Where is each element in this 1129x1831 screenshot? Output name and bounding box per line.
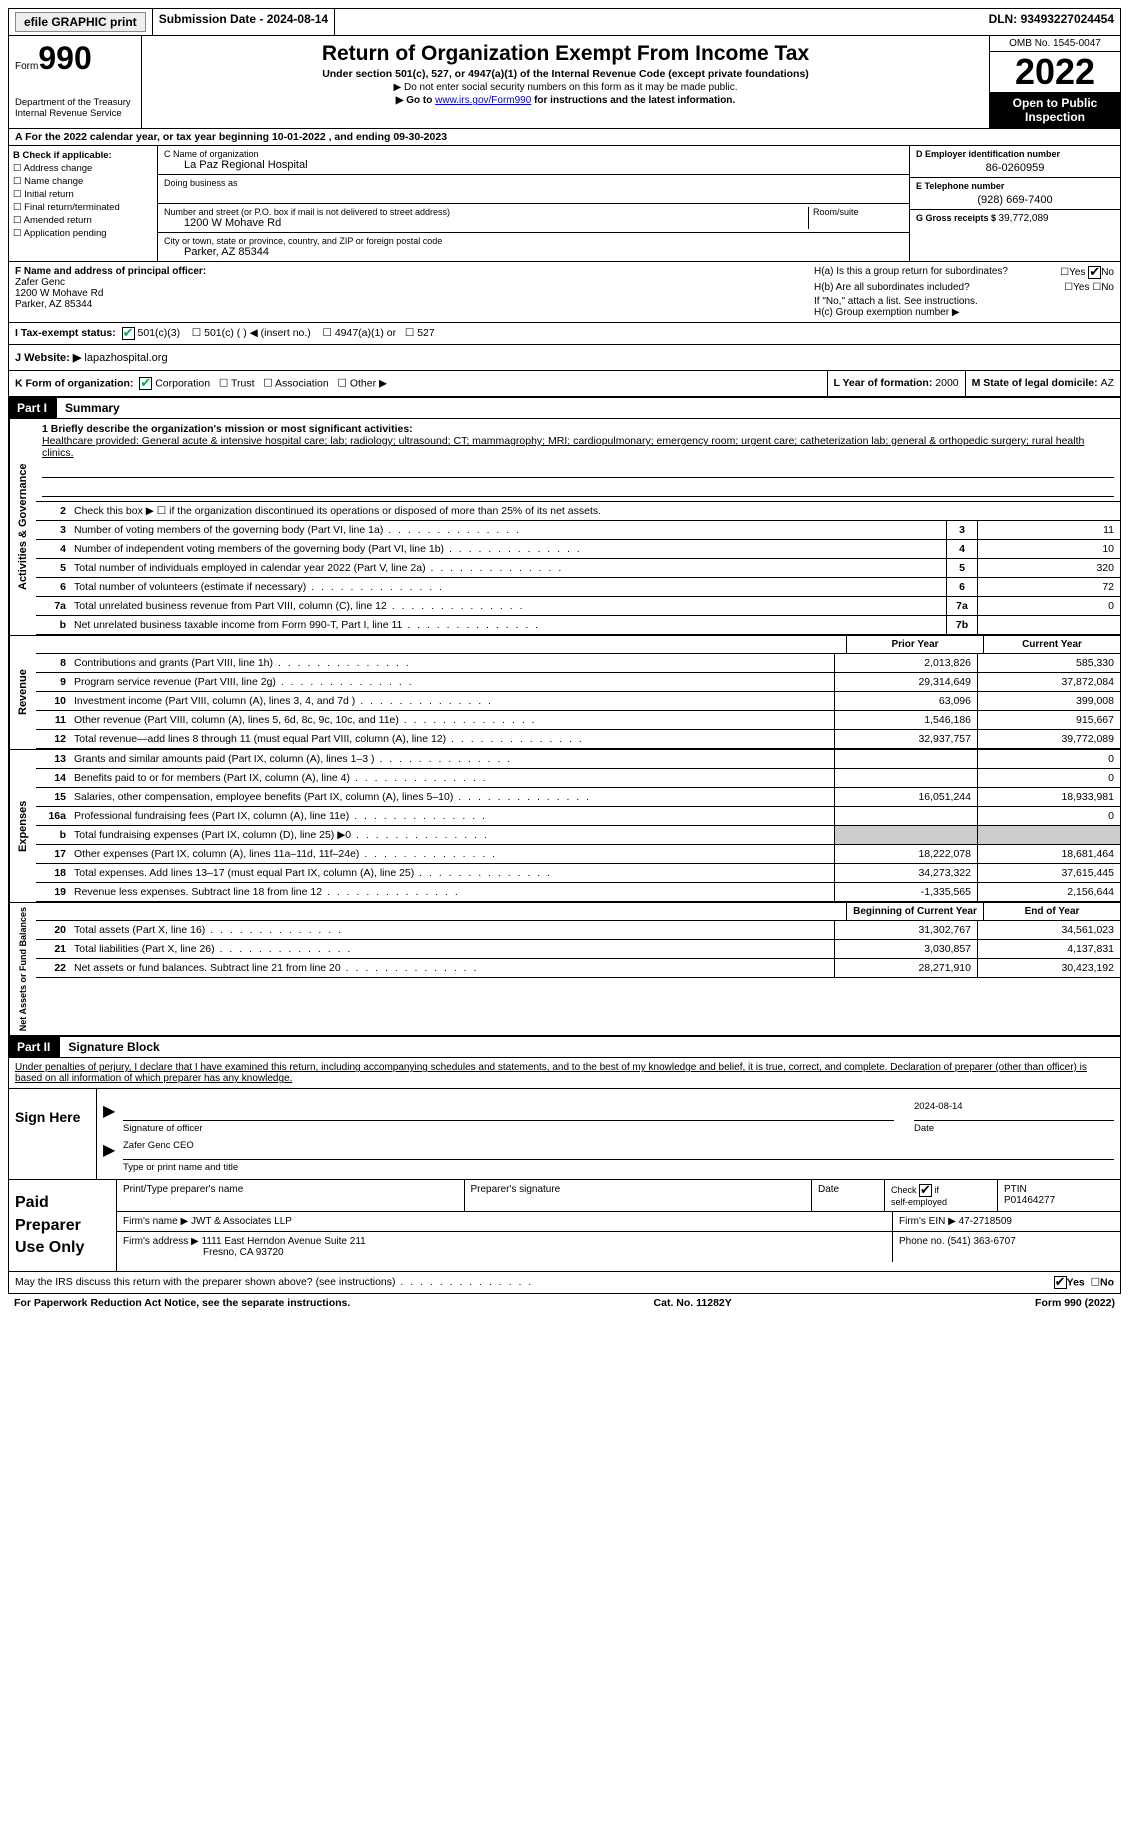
discuss-yes-checkbox[interactable] <box>1054 1276 1067 1289</box>
line-row: 16aProfessional fundraising fees (Part I… <box>36 807 1120 826</box>
ptin: P01464277 <box>1004 1195 1055 1206</box>
discuss-row: May the IRS discuss this return with the… <box>8 1272 1121 1294</box>
col-h: H(a) Is this a group return for subordin… <box>808 262 1120 322</box>
line-row: 7aTotal unrelated business revenue from … <box>36 597 1120 616</box>
line-row: 10Investment income (Part VIII, column (… <box>36 692 1120 711</box>
sign-block: Sign Here ▶ 2024-08-14 Signature of offi… <box>8 1088 1121 1180</box>
officer-sig-name: Zafer Genc CEO <box>123 1140 1114 1160</box>
line-row: 2Check this box ▶ ☐ if the organization … <box>36 502 1120 521</box>
submission-cell: Submission Date - 2024-08-14 <box>153 9 335 35</box>
501c3-checkbox[interactable] <box>122 327 135 340</box>
firm-name: JWT & Associates LLP <box>191 1216 292 1227</box>
preparer-block: Paid Preparer Use Only Print/Type prepar… <box>8 1180 1121 1272</box>
dln-cell: DLN: 93493227024454 <box>983 9 1120 35</box>
top-bar: efile GRAPHIC print Submission Date - 20… <box>8 8 1121 36</box>
telephone: (928) 669-7400 <box>916 191 1114 206</box>
line-row: 17Other expenses (Part IX, column (A), l… <box>36 845 1120 864</box>
preparer-label: Paid Preparer Use Only <box>9 1180 117 1271</box>
firm-ein: 47-2718509 <box>959 1216 1012 1227</box>
group-return-no-checkbox[interactable] <box>1088 266 1101 279</box>
line-row: 19Revenue less expenses. Subtract line 1… <box>36 883 1120 902</box>
gross-receipts: 39,772,089 <box>999 213 1049 224</box>
side-balances: Net Assets or Fund Balances <box>9 903 36 1035</box>
dept-label: Department of the Treasury Internal Reve… <box>15 97 135 119</box>
line-row: 4Number of independent voting members of… <box>36 540 1120 559</box>
note1: ▶ Do not enter social security numbers o… <box>146 82 985 93</box>
irs-link[interactable]: www.irs.gov/Form990 <box>435 95 531 106</box>
sig-declare: Under penalties of perjury, I declare th… <box>8 1058 1121 1088</box>
form-id-box: Form990 Department of the Treasury Inter… <box>9 36 142 128</box>
efile-label: efile GRAPHIC print <box>9 9 153 35</box>
line-row: 20Total assets (Part X, line 16)31,302,7… <box>36 921 1120 940</box>
row-a: A For the 2022 calendar year, or tax yea… <box>8 129 1121 146</box>
line-row: 22Net assets or fund balances. Subtract … <box>36 959 1120 978</box>
note2: ▶ Go to www.irs.gov/Form990 for instruct… <box>146 95 985 106</box>
line-row: 13Grants and similar amounts paid (Part … <box>36 750 1120 769</box>
form-title: Return of Organization Exempt From Incom… <box>146 42 985 66</box>
footer-row: For Paperwork Reduction Act Notice, see … <box>8 1294 1121 1312</box>
section-bcd: B Check if applicable: ☐ Address change … <box>8 146 1121 262</box>
self-employed-checkbox[interactable] <box>919 1184 932 1197</box>
col-d: D Employer identification number 86-0260… <box>909 146 1120 261</box>
sig-date: 2024-08-14 <box>914 1101 1114 1121</box>
row-fh: F Name and address of principal officer:… <box>8 262 1121 323</box>
officer-name: Zafer Genc <box>15 277 65 288</box>
side-revenue: Revenue <box>9 636 36 749</box>
line-row: 6Total number of volunteers (estimate if… <box>36 578 1120 597</box>
website: lapazhospital.org <box>84 352 167 364</box>
mission-text: Healthcare provided: General acute & int… <box>42 435 1084 459</box>
part2-header: Part II Signature Block <box>8 1036 1121 1058</box>
line-row: bTotal fundraising expenses (Part IX, co… <box>36 826 1120 845</box>
row-i: I Tax-exempt status: 501(c)(3) ☐ 501(c) … <box>8 323 1121 345</box>
subtitle: Under section 501(c), 527, or 4947(a)(1)… <box>146 68 985 80</box>
org-name: La Paz Regional Hospital <box>164 159 903 171</box>
corp-checkbox[interactable] <box>139 377 152 390</box>
title-box: Return of Organization Exempt From Incom… <box>142 36 989 128</box>
line-row: 11Other revenue (Part VIII, column (A), … <box>36 711 1120 730</box>
side-activities: Activities & Governance <box>9 419 36 635</box>
header-row: Form990 Department of the Treasury Inter… <box>8 36 1121 129</box>
efile-btn[interactable]: efile GRAPHIC print <box>15 12 146 32</box>
col-c: C Name of organization La Paz Regional H… <box>158 146 909 261</box>
part1-header: Part I Summary <box>8 397 1121 419</box>
mission-row: 1 Briefly describe the organization's mi… <box>36 419 1120 502</box>
balances-section: Net Assets or Fund Balances Beginning of… <box>8 903 1121 1036</box>
activities-section: Activities & Governance 1 Briefly descri… <box>8 419 1121 636</box>
line-row: 12Total revenue—add lines 8 through 11 (… <box>36 730 1120 749</box>
line-row: 3Number of voting members of the governi… <box>36 521 1120 540</box>
line-row: 18Total expenses. Add lines 13–17 (must … <box>36 864 1120 883</box>
row-k: K Form of organization: Corporation ☐ Tr… <box>8 371 1121 397</box>
line-row: 21Total liabilities (Part X, line 26)3,0… <box>36 940 1120 959</box>
city-state-zip: Parker, AZ 85344 <box>164 246 903 258</box>
tax-year: 2022 <box>990 52 1120 92</box>
expenses-section: Expenses 13Grants and similar amounts pa… <box>8 750 1121 903</box>
col-f: F Name and address of principal officer:… <box>9 262 808 322</box>
col-b: B Check if applicable: ☐ Address change … <box>9 146 158 261</box>
sign-here-label: Sign Here <box>9 1089 97 1179</box>
omb: OMB No. 1545-0047 <box>990 36 1120 52</box>
inspection-label: Open to Public Inspection <box>990 92 1120 128</box>
side-expenses: Expenses <box>9 750 36 902</box>
line-row: 15Salaries, other compensation, employee… <box>36 788 1120 807</box>
year-box: OMB No. 1545-0047 2022 Open to Public In… <box>989 36 1120 128</box>
line-row: 9Program service revenue (Part VIII, lin… <box>36 673 1120 692</box>
line-row: 5Total number of individuals employed in… <box>36 559 1120 578</box>
line-row: bNet unrelated business taxable income f… <box>36 616 1120 635</box>
street-address: 1200 W Mohave Rd <box>164 217 808 229</box>
line-row: 14Benefits paid to or for members (Part … <box>36 769 1120 788</box>
line-row: 8Contributions and grants (Part VIII, li… <box>36 654 1120 673</box>
ein: 86-0260959 <box>916 159 1114 174</box>
firm-phone: (541) 363-6707 <box>947 1236 1015 1247</box>
row-j: J Website: ▶ lapazhospital.org <box>8 345 1121 371</box>
revenue-section: Revenue Prior Year Current Year 8Contrib… <box>8 636 1121 750</box>
